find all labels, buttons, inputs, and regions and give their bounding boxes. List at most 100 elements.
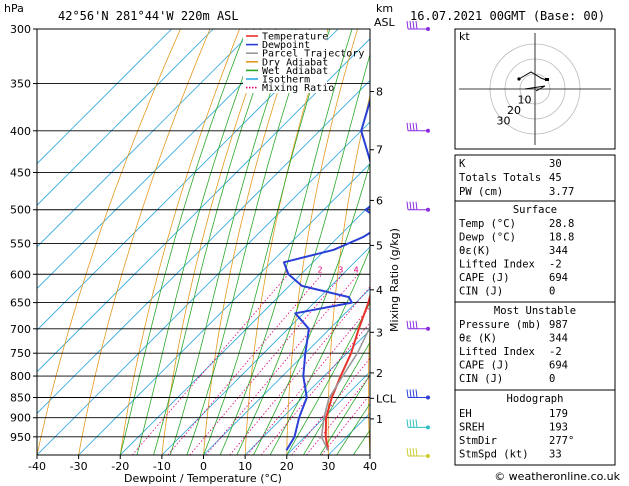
- footer-credit: © weatheronline.co.uk: [494, 470, 620, 483]
- surface-table: Surface Temp (°C) 28.8 Dewp (°C) 18.8 θε(K) 3…: [454, 200, 616, 303]
- mixing-ratio-label: 4: [354, 265, 359, 274]
- pressure-tick-label: 350: [10, 78, 31, 91]
- table-row-value: 28.8: [549, 218, 574, 230]
- wind-barb-flag: [412, 122, 415, 131]
- mixing-ratio-line: [189, 274, 344, 455]
- pressure-tick-label: 300: [10, 23, 31, 36]
- mixing-ratio-line: [205, 274, 359, 455]
- temperature-tick-label: 0: [200, 460, 207, 473]
- wind-barb-flag: [406, 419, 409, 428]
- wind-barb-flag: [415, 389, 418, 398]
- hpa-axis-title: hPa: [4, 2, 24, 15]
- wind-barb-flag: [412, 20, 415, 30]
- wind-barb-flag: [409, 20, 412, 30]
- table-row-value: 193: [549, 422, 568, 434]
- table-row-value: 987: [549, 319, 568, 331]
- wind-barb-flag: [406, 447, 409, 457]
- indices-box: [454, 154, 616, 202]
- wind-barb-flag: [412, 201, 415, 210]
- hodograph-table-box: [454, 389, 616, 466]
- pressure-tick-label: 900: [10, 412, 31, 425]
- hodograph-point: [517, 77, 521, 81]
- unstable-box: [454, 301, 616, 391]
- unstable-table: Most Unstable Pressure (mb) 987 θε (K) 344 L…: [454, 301, 616, 391]
- totals-label: Totals Totals: [459, 172, 541, 184]
- pressure-tick-label: 400: [10, 125, 31, 138]
- legend-entry: Temperature: [262, 32, 328, 43]
- temperature-tick-label: 20: [280, 460, 294, 473]
- wind-barb-flag: [409, 419, 412, 428]
- surface-box: [454, 200, 616, 303]
- isotherm-line: [161, 246, 370, 455]
- mixing-ratio-line: [131, 274, 289, 455]
- isotherm-line: [37, 79, 370, 414]
- temperature-tick-label: -40: [28, 460, 46, 473]
- x-axis-title: Dewpoint / Temperature (°C): [124, 472, 282, 485]
- hodograph-ring-label: 10: [518, 94, 532, 107]
- isotherm-line: [37, 29, 339, 331]
- temperature-tick-label: 40: [363, 460, 377, 473]
- temperature-tick-label: 30: [321, 460, 335, 473]
- km-axis-title: km: [376, 2, 393, 15]
- wind-barb-flag: [415, 20, 418, 30]
- table-row-label: Lifted Index: [459, 346, 535, 358]
- mixing-ratio-line: [167, 274, 323, 455]
- wind-barb-flag: [412, 320, 415, 329]
- wind-barb-dot: [426, 395, 430, 400]
- hodograph-trace: [518, 71, 547, 81]
- wind-barb-flag: [409, 122, 412, 131]
- totals-value: 45: [549, 172, 562, 184]
- wind-barb-flag: [412, 389, 415, 398]
- wind-barb-flag: [409, 389, 412, 398]
- temperature-tick-label: -30: [70, 460, 88, 473]
- wind-barb-flag: [415, 201, 418, 210]
- mixing-ratio-label: 10: [403, 265, 413, 274]
- wind-barb-flag: [409, 447, 412, 457]
- pressure-tick-label: 450: [10, 166, 31, 179]
- wet-adiabat-line: [303, 341, 370, 455]
- lcl-label: LCL: [376, 392, 397, 405]
- height-tick-label: 7: [376, 144, 383, 157]
- mixing-ratio-label: 16: [432, 265, 442, 274]
- wind-barb-flag: [415, 447, 418, 457]
- wind-barb-flag: [412, 447, 415, 457]
- wet-adiabat-line: [136, 29, 262, 455]
- temperature-line: [324, 292, 370, 451]
- table-row-value: 33: [549, 449, 562, 461]
- wind-barb-dot: [426, 27, 430, 31]
- wet-adiabat-line: [336, 402, 370, 455]
- table-row-label: Pressure (mb): [459, 319, 541, 331]
- table-row-label: θε(K): [459, 245, 491, 257]
- wind-barb-flag: [415, 122, 418, 131]
- isotherm-line: [37, 29, 297, 290]
- table-row-value: 0: [549, 373, 555, 385]
- wind-barb-flag: [415, 419, 418, 428]
- wind-barb-flag: [415, 320, 418, 329]
- table-row-label: SREH: [459, 422, 484, 434]
- pressure-tick-label: 650: [10, 297, 31, 310]
- table-row-label: θε (K): [459, 333, 497, 345]
- temperature-tick-label: 10: [238, 460, 252, 473]
- pw-value: 3.77: [549, 186, 574, 198]
- wet-adiabat-line: [286, 301, 370, 455]
- legend-entry: Wet Adiabat: [262, 66, 328, 77]
- wet-adiabat-line: [319, 374, 370, 455]
- wind-barb-flag: [409, 320, 412, 329]
- temperature-tick-label: -10: [153, 460, 171, 473]
- height-tick-label: 1: [376, 413, 383, 426]
- legend-entry: Dewpoint: [262, 40, 310, 51]
- hodograph-ring-label: 20: [507, 104, 521, 117]
- datetime-label: 16.07.2021 00GMT (Base: 00): [410, 9, 605, 23]
- pw-label: PW (cm): [459, 186, 503, 198]
- table-row-value: -2: [549, 259, 562, 271]
- k-index-value: 30: [549, 158, 562, 170]
- dry-adiabat-line: [37, 29, 181, 455]
- dry-adiabat-line: [368, 320, 370, 455]
- wind-barb-flag: [406, 389, 409, 398]
- pressure-tick-label: 550: [10, 237, 31, 250]
- isotherm-line: [37, 121, 370, 455]
- mixing-ratio-label: 3: [338, 265, 343, 274]
